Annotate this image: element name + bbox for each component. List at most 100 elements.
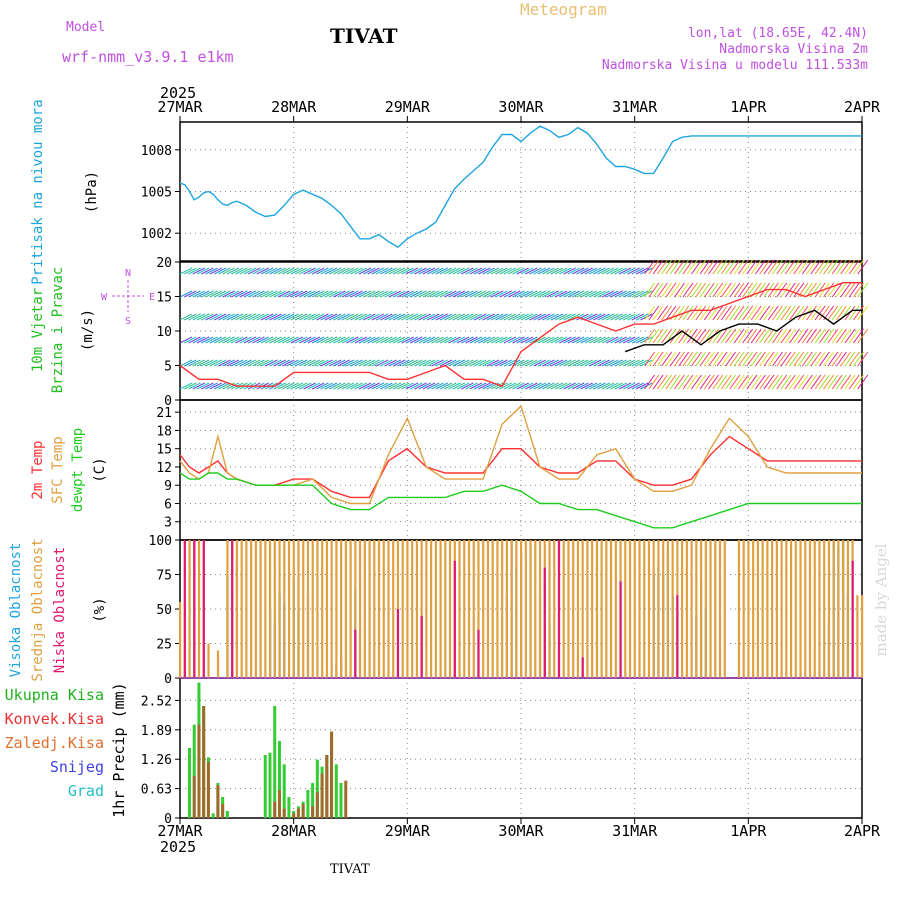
wind-barb — [699, 351, 711, 367]
wind-barb — [397, 290, 410, 298]
wind-barb — [520, 359, 534, 367]
wind-barb — [448, 336, 461, 344]
wind-barb — [367, 336, 380, 344]
wind-barb — [213, 336, 227, 344]
wind-barb — [401, 290, 414, 298]
wind-barb — [631, 267, 645, 275]
wind-barb — [473, 382, 487, 390]
wind-barb — [576, 313, 589, 321]
cloud-bar — [538, 540, 542, 678]
cloud-bar — [818, 540, 821, 678]
wind-barb — [367, 382, 380, 390]
wind-barb — [222, 359, 235, 367]
wind-barb — [230, 336, 244, 344]
wind-barb — [431, 313, 444, 321]
wind-barb — [695, 351, 707, 367]
wind-barb — [772, 351, 783, 367]
wind-barb — [542, 382, 555, 390]
cloud-bar — [425, 540, 428, 678]
wind-barb — [282, 382, 295, 390]
wind-barb — [486, 359, 500, 367]
precip-bar — [221, 804, 225, 818]
wind-barb — [610, 382, 623, 390]
wind-barb — [461, 290, 474, 298]
wind-barb — [588, 267, 602, 275]
wind-barb — [201, 290, 214, 298]
wind-barb — [337, 359, 350, 367]
precip-bar — [263, 755, 267, 818]
wind-barb — [388, 382, 402, 390]
wind-barb — [482, 313, 495, 321]
wind-barb — [546, 382, 559, 390]
wind-barb — [827, 259, 839, 275]
wind-barb — [311, 267, 325, 275]
x-tick-label-top: 31MAR — [612, 98, 658, 116]
wind-barb — [482, 290, 495, 298]
wind-barb — [367, 290, 380, 298]
wind-barb — [422, 382, 436, 390]
wind-barb — [431, 290, 444, 298]
wind-barb — [375, 290, 389, 298]
cloud-bar — [799, 540, 802, 678]
wind-barb — [473, 336, 487, 344]
wind-barb — [554, 267, 568, 275]
wind-barb — [290, 313, 304, 321]
wind-barb — [490, 267, 504, 275]
wind-barb — [273, 336, 286, 344]
wind-barb — [456, 359, 470, 367]
wind-barb — [337, 313, 350, 321]
wind-barb — [380, 267, 393, 275]
wind-barb — [201, 336, 214, 344]
wind-barb — [746, 259, 758, 275]
wind-barb — [759, 374, 771, 390]
wind-barb — [533, 290, 547, 298]
wind-barb — [277, 290, 291, 298]
wind-barb — [239, 290, 252, 298]
wind-barb — [571, 336, 585, 344]
wind-barb — [350, 336, 363, 344]
wind-barb — [435, 267, 448, 275]
wind-barb — [699, 305, 711, 321]
wind-barb — [729, 328, 741, 344]
wind-barb — [733, 374, 745, 390]
wind-barb — [529, 290, 542, 298]
wind-barb — [307, 382, 321, 390]
wind-barb — [554, 290, 568, 298]
wind-barb — [720, 328, 732, 344]
wind-barb — [324, 382, 338, 390]
wind-barb — [767, 305, 779, 321]
wind-barb — [597, 290, 610, 298]
wind-barb — [380, 290, 393, 298]
wind-barb — [431, 382, 444, 390]
wind-barb — [448, 290, 461, 298]
wind-barb — [324, 313, 338, 321]
cloud-bar — [851, 560, 854, 678]
wind-barb — [567, 290, 581, 298]
wind-barb — [354, 336, 367, 344]
wind-barb — [674, 351, 685, 367]
wind-barb — [733, 328, 745, 344]
wind-barb — [576, 267, 589, 275]
wind-barb — [303, 336, 316, 344]
wind-barb — [252, 267, 265, 275]
wind-barb — [806, 328, 817, 344]
wind-barb — [729, 282, 741, 298]
y-tick-label: 12 — [156, 461, 172, 476]
wind-barb — [601, 267, 615, 275]
wind-barb — [563, 359, 576, 367]
wind-barb — [789, 351, 800, 367]
wind-barb — [737, 374, 749, 390]
wind-barb — [733, 351, 745, 367]
wind-barb — [435, 290, 448, 298]
wind-barb — [346, 336, 359, 344]
wind-barb — [414, 267, 427, 275]
wind-barb — [444, 267, 457, 275]
wind-barb — [282, 359, 295, 367]
wind-barb — [746, 351, 758, 367]
wind-barb — [427, 290, 440, 298]
precip-bar — [282, 808, 286, 818]
wind-barb — [277, 359, 291, 367]
wind-barb — [823, 374, 835, 390]
wind-barb — [831, 282, 843, 298]
wind-barb — [682, 351, 694, 367]
